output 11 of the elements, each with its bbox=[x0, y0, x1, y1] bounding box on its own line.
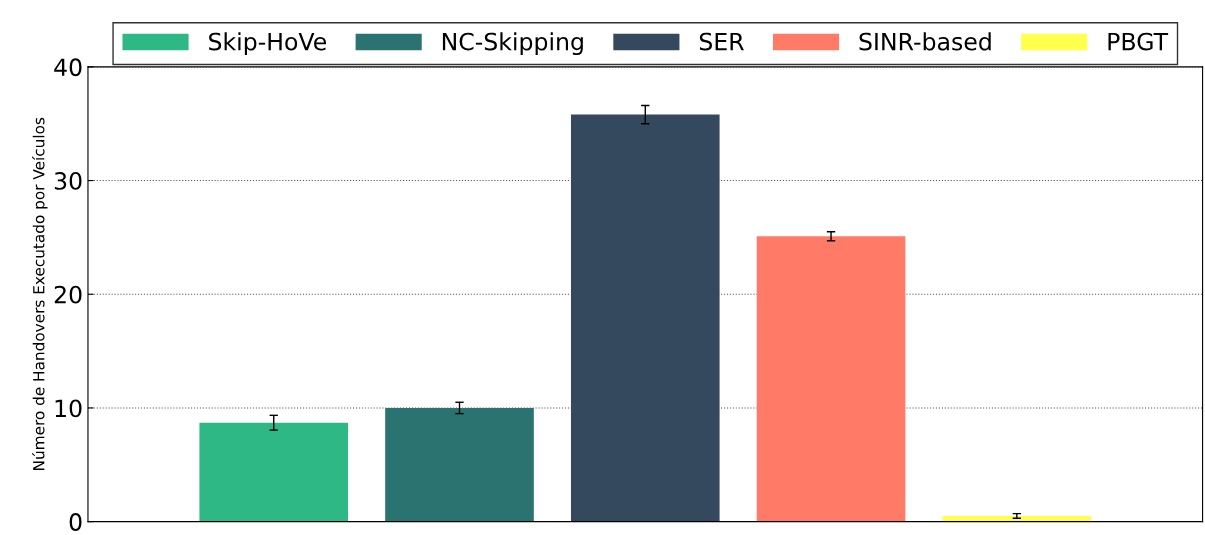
y-tick-label: 30 bbox=[54, 172, 82, 190]
legend-label: SINR-based bbox=[859, 32, 991, 51]
y-tick-label: 10 bbox=[55, 399, 82, 418]
y-axis-title: Número de Handovers Executado por Veículos bbox=[32, 117, 48, 470]
y-tick-label: 20 bbox=[54, 285, 82, 304]
y-tick-label: 0 bbox=[69, 513, 82, 531]
y-tick-label: 40 bbox=[54, 58, 82, 77]
legend-label: Skip-HoVe bbox=[209, 32, 327, 56]
legend-label: NC-Skipping bbox=[442, 32, 583, 56]
legend-label: SER bbox=[699, 32, 744, 51]
legend-label: PBGT bbox=[1108, 32, 1169, 51]
